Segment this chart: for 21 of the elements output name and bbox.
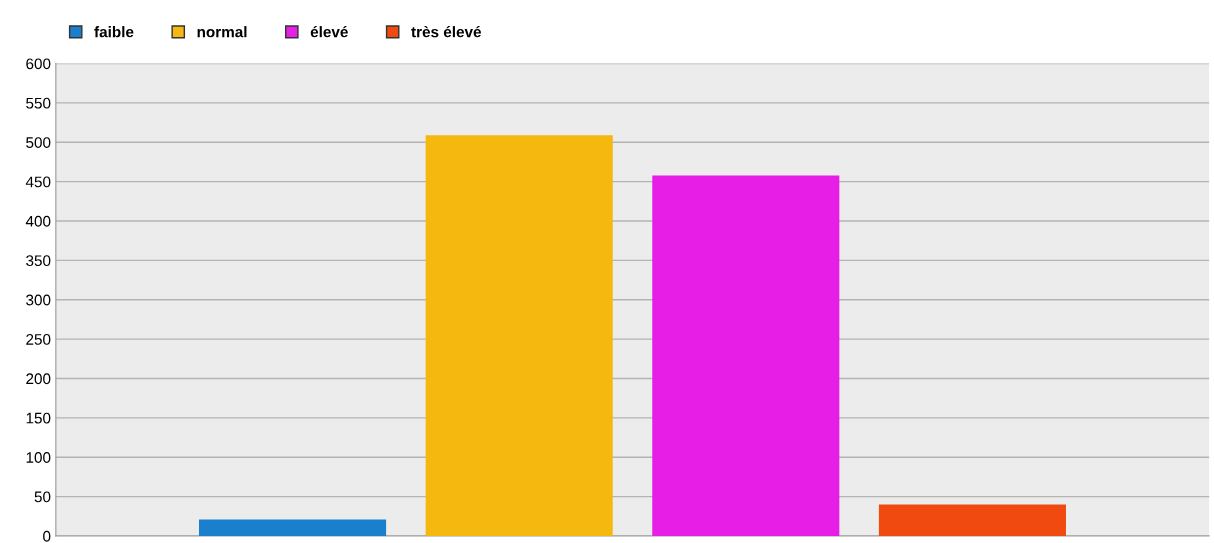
y-tick-label: 400 [25, 215, 51, 227]
y-tick-label: 550 [26, 97, 51, 109]
bar [425, 135, 613, 536]
legend-label: normal [197, 26, 247, 38]
y-tick-label: 100 [26, 452, 51, 463]
y-tick-label: 250 [26, 333, 51, 345]
legend-label: élevé [310, 25, 348, 38]
y-tick-label: 600 [26, 58, 51, 70]
y-tick-label: 450 [25, 176, 51, 188]
y-tick-label: 0 [43, 530, 51, 542]
y-tick-label: 200 [26, 373, 51, 385]
y-tick-label: 350 [26, 255, 51, 267]
bar [878, 504, 1066, 536]
y-tick-label: 500 [26, 137, 51, 148]
legend-label: faible [94, 26, 134, 38]
y-tick-label: 300 [26, 294, 51, 306]
y-tick-label: 50 [34, 491, 51, 503]
legend-label: très élevé [411, 25, 481, 38]
y-tick-label: 150 [26, 412, 51, 424]
bar [199, 519, 387, 536]
bar [652, 175, 840, 536]
